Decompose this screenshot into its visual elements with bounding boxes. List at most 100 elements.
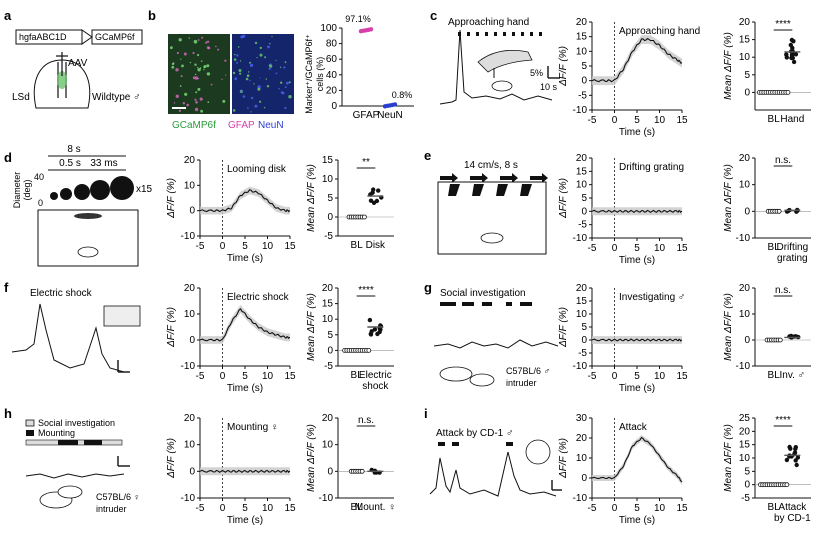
disk-5: [110, 176, 134, 200]
baseline-point: [359, 468, 365, 474]
label-neun: NeuN: [258, 120, 284, 131]
y-tick-label: 0: [327, 345, 333, 356]
speckle: [249, 63, 254, 68]
baseline-point: [784, 482, 790, 488]
y-axis-label: Mean ΔF/F (%): [723, 164, 734, 232]
stim-point: [368, 198, 374, 203]
speckle: [240, 35, 244, 39]
panel-b-images: GCaMP6f GFAP NeuN: [168, 34, 294, 131]
stim-point: [374, 198, 380, 204]
baseline-point: [776, 208, 782, 214]
speckle: [197, 66, 199, 69]
x-tick-label: 0: [612, 371, 618, 382]
x-tick-label: 0: [220, 371, 226, 382]
y-tick-label: 5: [581, 193, 587, 204]
stim-g-mouse-2: intruder: [506, 378, 537, 388]
grating-stripe: [472, 184, 484, 196]
speckle: [203, 68, 205, 71]
speckle: [215, 45, 217, 48]
panel-b-ylabel-1: Marker⁺/GCaMP6f⁺: [304, 34, 314, 114]
motion-arrow: [500, 173, 518, 183]
speckle: [197, 53, 200, 57]
trace-title: Investigating ♂: [619, 292, 685, 303]
y-axis-label: Mean ΔF/F (%): [723, 293, 734, 361]
y-tick-label: 0: [581, 335, 587, 346]
speckle: [285, 81, 289, 85]
stat-label: n.s.: [358, 415, 374, 426]
speckle: [194, 107, 199, 112]
stim-e-label: 14 cm/s, 8 s: [464, 160, 518, 171]
stim-i-attack-2: [452, 442, 459, 446]
y-axis-label: Mean ΔF/F (%): [306, 424, 317, 492]
event-tick: [521, 32, 524, 36]
y-tick-label: 0: [189, 206, 195, 217]
speckle: [188, 37, 190, 39]
y-tick-label: 20: [576, 17, 588, 28]
speckle: [259, 77, 261, 79]
panel-d-stimulus: 8 s 0.5 s 33 ms Diameter (deg) 40 0 x15: [12, 144, 153, 267]
speckle: [210, 83, 213, 86]
x-axis-label: Time (s): [619, 255, 655, 266]
x-tick-label: -5: [588, 371, 597, 382]
speckle: [195, 73, 197, 76]
event-tick: [512, 32, 515, 36]
speckle: [189, 61, 192, 64]
y-axis-label: ΔF/F (%): [166, 178, 177, 219]
shock-grid: [103, 305, 141, 327]
trace-title: Looming disk: [227, 164, 287, 175]
speckle: [193, 39, 198, 44]
label-gcamp: GCaMP6f: [172, 120, 216, 131]
speckle: [232, 71, 236, 75]
stat-label: ****: [775, 19, 791, 30]
stim-h-mouse-2: intruder: [96, 504, 127, 514]
panel-i-stimulus: Attack by CD-1 ♂: [429, 428, 562, 497]
panel-b-ylabel-2: cells (%): [315, 57, 325, 92]
speckle: [254, 41, 258, 45]
x-tick-label: -5: [588, 243, 597, 254]
disk-overhead: [74, 213, 102, 219]
image-neun: [232, 34, 294, 114]
category-label: BL: [768, 242, 781, 253]
speckle: [206, 64, 210, 68]
speckle: [171, 65, 175, 69]
grating-stripe: [520, 184, 532, 196]
stim-point: [793, 445, 798, 450]
y-tick-label: 0: [581, 473, 587, 484]
y-tick-label: 0: [327, 466, 333, 477]
category-label: GFAP: [353, 110, 380, 121]
stim-f-label: Electric shock: [30, 288, 93, 299]
y-tick-label: 10: [322, 440, 334, 451]
stim-point: [794, 462, 799, 468]
stat-label: n.s.: [775, 285, 791, 296]
panel-label-e: e: [424, 148, 431, 163]
x-tick-label: -5: [196, 371, 205, 382]
animal-label: Wildtype ♂: [92, 92, 141, 103]
stim-d-05s: 0.5 s: [59, 158, 81, 169]
x-tick-label: -5: [588, 115, 597, 126]
x-tick-label: 5: [634, 243, 640, 254]
speckle: [254, 104, 258, 108]
category-label: Electric: [359, 370, 392, 381]
stim-d-8s: 8 s: [67, 144, 80, 155]
y-tick-label: -10: [573, 361, 588, 372]
legend-mounting-swatch: [26, 430, 34, 436]
speckle: [206, 72, 211, 76]
event-tick: [503, 32, 506, 36]
speckle: [197, 87, 201, 91]
y-tick-label: 15: [576, 166, 588, 177]
panel-f-stimulus: Electric shock: [11, 288, 141, 373]
panel-a-schematic: hgfaABC1D GCaMP6f AAV LSd Wildtype ♂: [12, 29, 143, 109]
mouse-e: [480, 232, 504, 244]
sem-band: [200, 467, 290, 476]
y-tick-label: -10: [736, 361, 751, 372]
sem-band: [592, 336, 682, 344]
speckle: [182, 102, 185, 105]
speckle: [234, 77, 238, 81]
x-tick-label: 0: [612, 243, 618, 254]
speckle: [200, 60, 203, 62]
y-tick-label: 40: [326, 70, 338, 81]
panel-label-f: f: [4, 280, 9, 295]
